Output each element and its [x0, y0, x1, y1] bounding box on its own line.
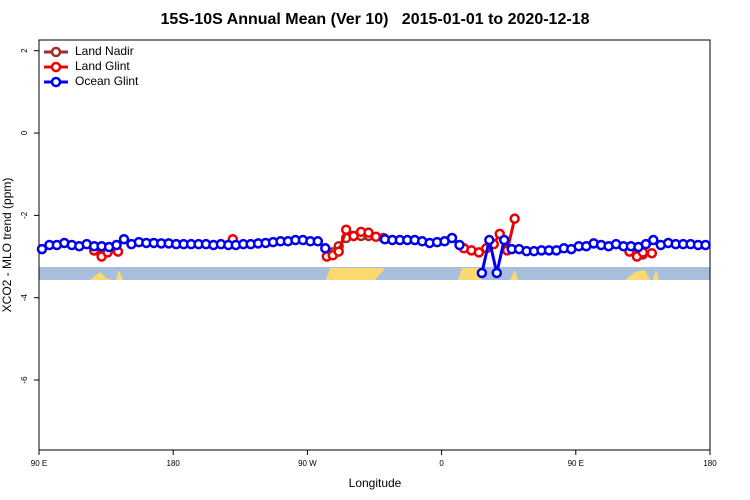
- point: [484, 234, 495, 246]
- x-tick-label: 0: [439, 459, 444, 468]
- point: [454, 239, 465, 251]
- legend-marker: [50, 76, 62, 88]
- point: [118, 233, 130, 245]
- y-tick-label: -2: [20, 211, 29, 219]
- point: [36, 243, 48, 255]
- x-tick-label: 180: [703, 459, 717, 468]
- x-tick-label: 90 E: [31, 459, 47, 468]
- point: [446, 232, 458, 244]
- x-tick-label: 90 W: [298, 459, 317, 468]
- y-tick-label: 0: [20, 130, 29, 135]
- point: [509, 213, 520, 224]
- point: [111, 239, 122, 251]
- point: [498, 234, 510, 246]
- legend-label: Ocean Glint: [75, 74, 139, 88]
- point: [333, 246, 344, 257]
- point: [700, 239, 711, 251]
- point: [312, 236, 324, 247]
- x-axis-label: Longitude: [349, 476, 402, 490]
- x-tick-label: 90 E: [568, 459, 584, 468]
- point: [491, 267, 503, 279]
- point: [648, 234, 659, 246]
- point: [348, 230, 359, 242]
- land-patches: [90, 268, 659, 280]
- point: [340, 224, 352, 236]
- legend-label: Land Nadir: [75, 44, 134, 58]
- point: [473, 247, 485, 258]
- legend-label: Land Glint: [75, 59, 130, 73]
- y-tick-label: -4: [20, 294, 29, 302]
- y-axis-label: XCO2 - MLO trend (ppm): [0, 178, 14, 313]
- chart-title: 15S-10S Annual Mean (Ver 10) 2015-01-01 …: [161, 11, 590, 28]
- y-tick-label: 2: [20, 48, 29, 53]
- y-tick-label: -6: [20, 376, 29, 384]
- legend-marker: [50, 46, 62, 58]
- point: [476, 267, 488, 279]
- point: [640, 238, 652, 250]
- point: [363, 227, 374, 238]
- x-tick-label: 180: [167, 459, 181, 468]
- legend-marker: [50, 61, 62, 73]
- point: [320, 243, 331, 254]
- point: [646, 247, 658, 259]
